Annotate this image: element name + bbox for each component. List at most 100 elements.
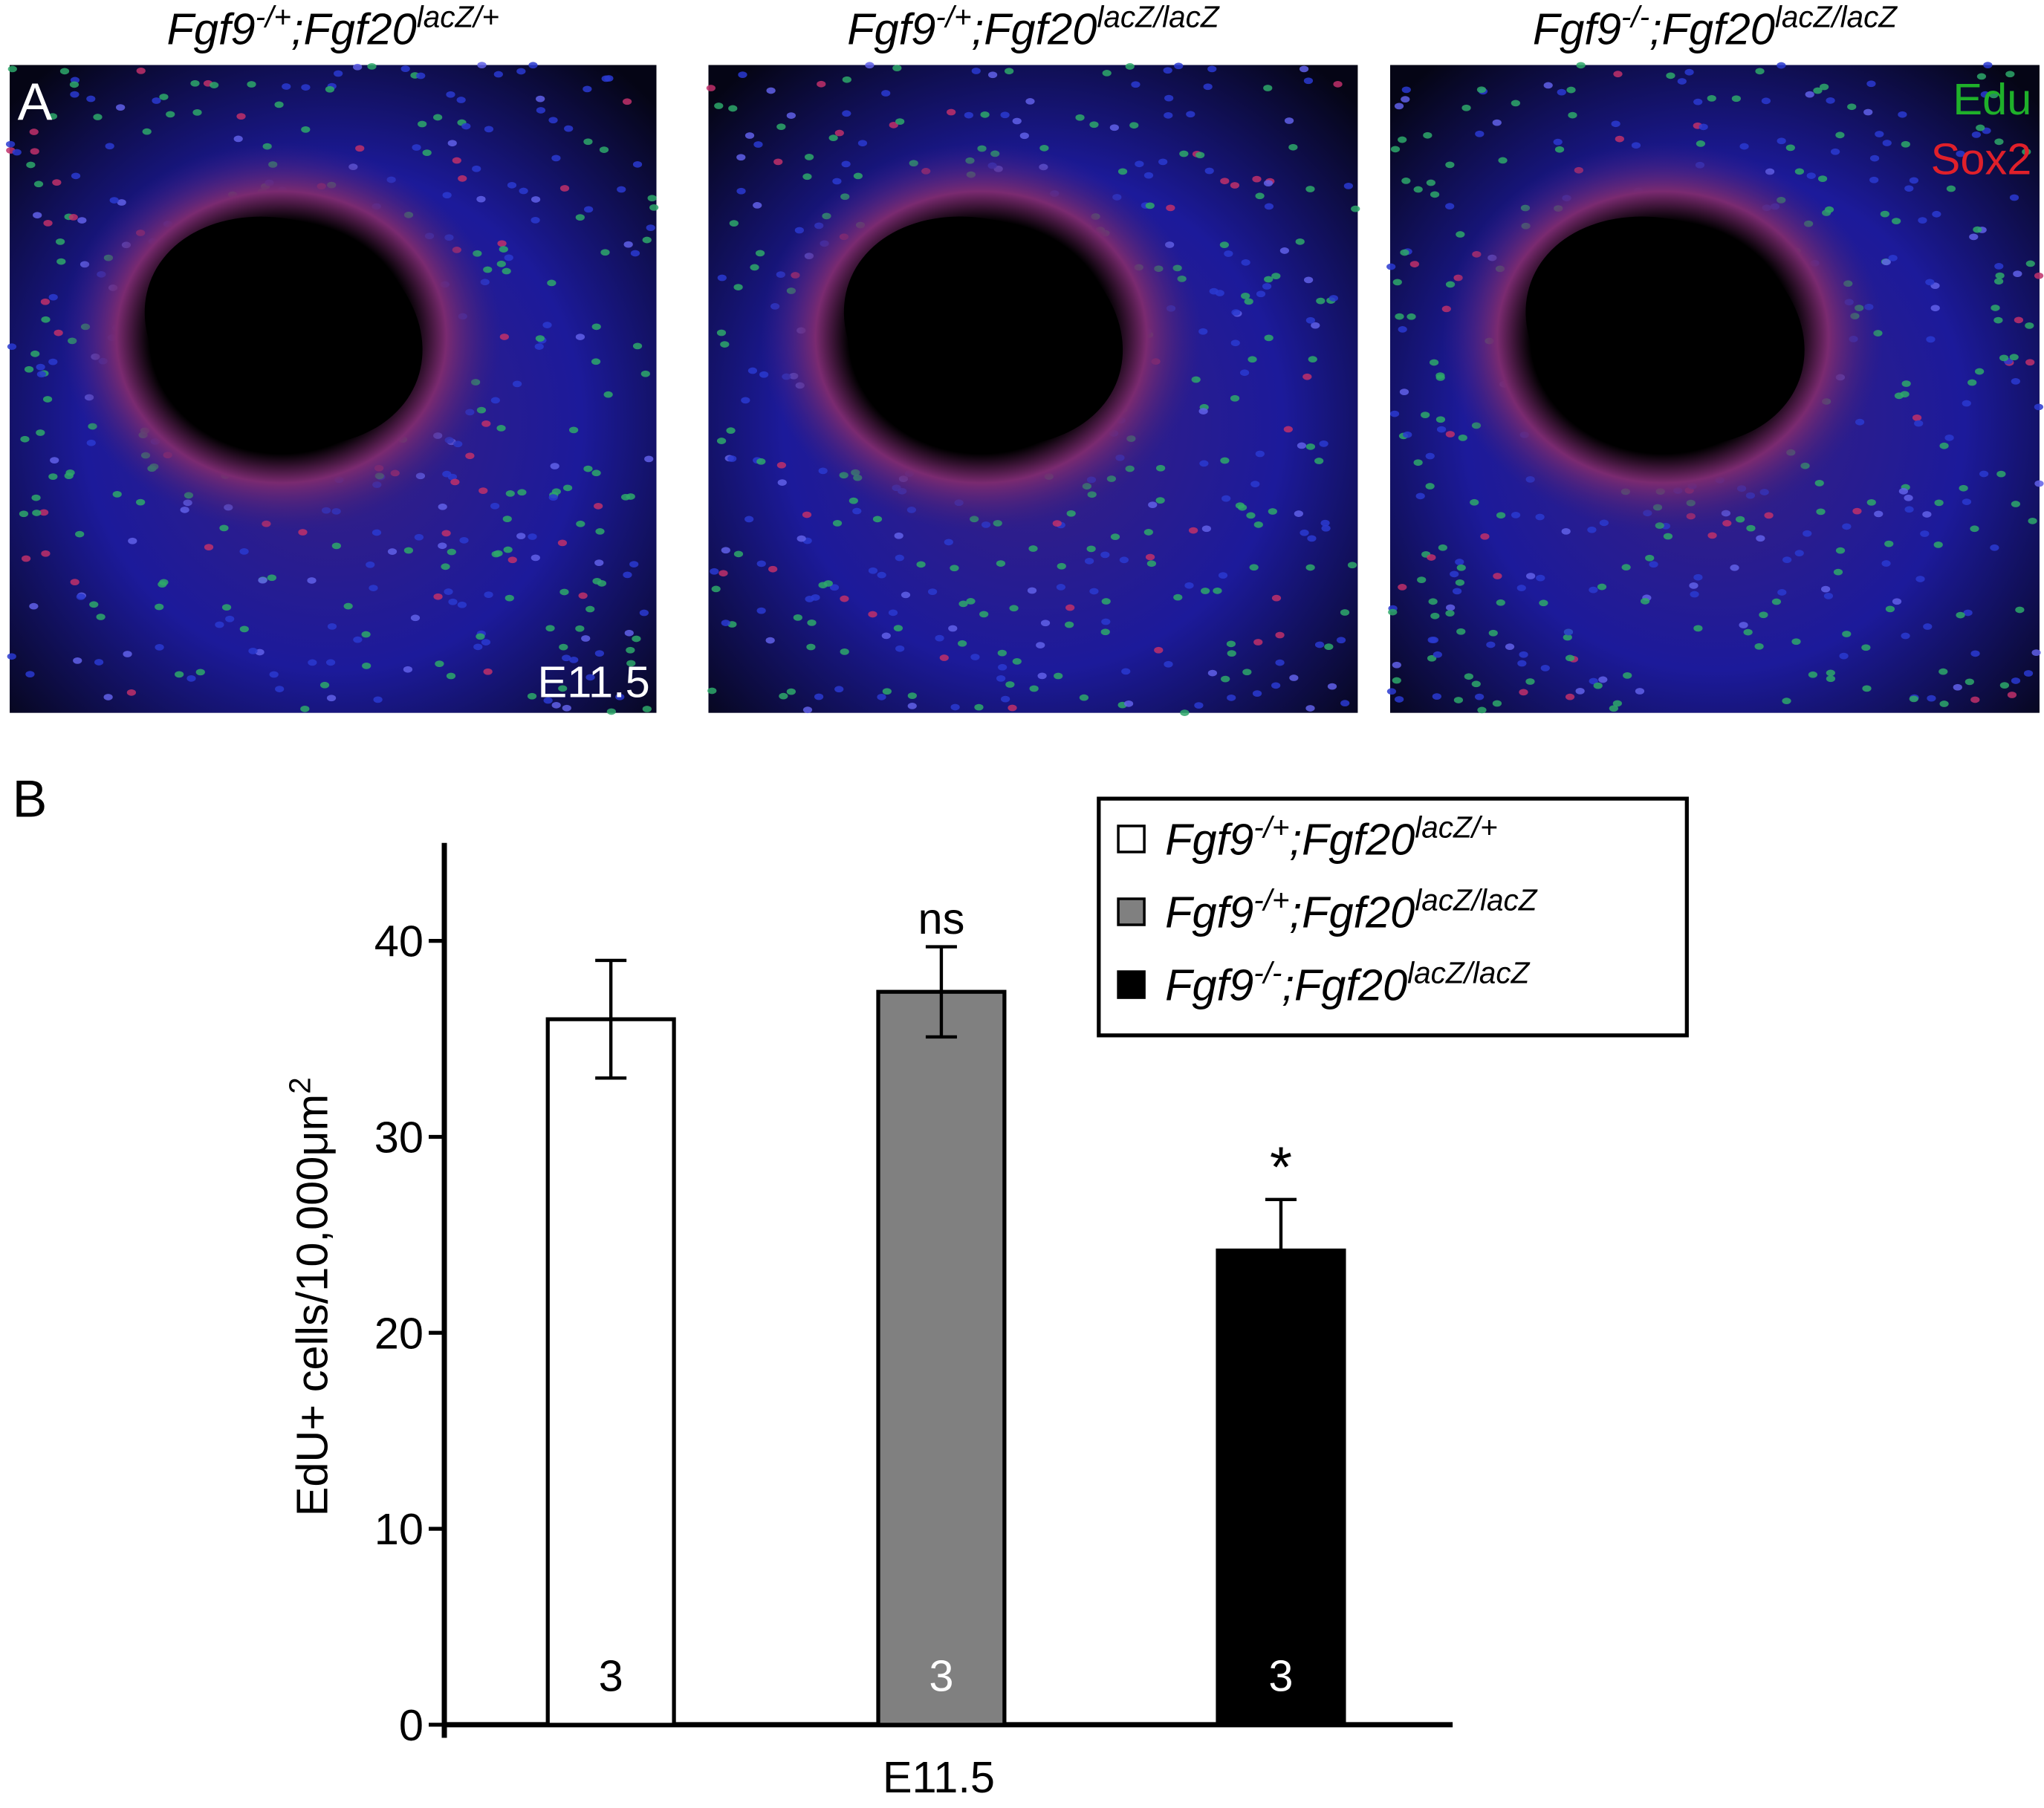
nucleus — [456, 97, 466, 103]
nucleus — [979, 611, 989, 618]
nucleus — [617, 186, 626, 193]
nucleus — [7, 65, 17, 73]
nucleus — [1926, 336, 1936, 343]
nucleus — [490, 502, 500, 510]
nucleus — [575, 334, 585, 340]
nucleus — [1761, 97, 1771, 105]
nucleus — [461, 123, 471, 130]
nucleus — [444, 588, 453, 595]
nucleus — [517, 489, 527, 496]
nucleus — [410, 614, 421, 622]
nucleus — [1268, 508, 1277, 515]
nucleus — [75, 530, 85, 538]
text-part: ;Fgf20 — [1649, 4, 1775, 54]
nucleus — [447, 548, 456, 556]
nucleus — [1143, 529, 1153, 536]
nucleus — [1425, 483, 1435, 490]
nucleus — [711, 585, 721, 593]
nucleus — [1388, 608, 1398, 616]
nucleus — [400, 65, 410, 72]
nucleus — [528, 62, 538, 69]
nucleus — [441, 530, 451, 537]
nucleus — [1305, 564, 1315, 571]
nucleus — [1458, 434, 1467, 441]
nucleus — [215, 621, 224, 628]
nucleus — [950, 703, 960, 711]
nucleus — [128, 537, 137, 544]
nucleus — [367, 63, 377, 70]
nucleus — [630, 250, 640, 257]
nucleus — [1347, 562, 1357, 569]
nucleus — [1327, 683, 1337, 690]
nucleus — [1820, 585, 1831, 593]
nucleus — [236, 113, 246, 120]
nucleus — [1279, 247, 1290, 254]
micrographs: Fgf9-/+;Fgf20lacZ/+ Fgf9-/+;Fgf20lacZ/lac… — [5, 0, 2044, 716]
nucleus — [753, 141, 763, 148]
nucleus — [519, 187, 528, 195]
nucleus — [457, 601, 467, 608]
nucleus — [472, 165, 481, 172]
nucleus — [1488, 629, 1498, 637]
nucleus — [1321, 524, 1331, 532]
nucleus — [1300, 529, 1309, 536]
legend-label: Fgf9-/+;Fgf20lacZ/+ — [1165, 810, 1498, 864]
nucleus — [1028, 545, 1038, 552]
nucleus — [1012, 117, 1022, 125]
nucleus — [832, 178, 842, 185]
nucleus — [536, 107, 546, 114]
nucleus — [834, 686, 844, 693]
nucleus — [1755, 68, 1765, 75]
nucleus — [478, 487, 488, 494]
nucleus — [1433, 651, 1442, 658]
nucleus — [814, 693, 824, 700]
text-part: ;Fgf20 — [1290, 888, 1415, 937]
significance-label: * — [1270, 1135, 1292, 1199]
nucleus — [548, 117, 558, 124]
nucleus — [1430, 612, 1440, 620]
nucleus — [1125, 63, 1135, 70]
nucleus — [1996, 470, 2006, 478]
legend-label: Fgf9-/+;Fgf20lacZ/lacZ — [1165, 883, 1538, 937]
nucleus — [726, 427, 736, 435]
nucleus — [1609, 705, 1618, 712]
nucleus — [1979, 470, 1989, 478]
nucleus — [159, 94, 169, 100]
nucleus — [1164, 111, 1173, 119]
nucleus — [258, 576, 267, 584]
nucleus — [1453, 697, 1464, 703]
nucleus — [1351, 205, 1360, 212]
nucleus — [86, 95, 96, 103]
nucleus — [744, 132, 755, 139]
nucleus — [1496, 512, 1506, 519]
nucleus — [1991, 305, 2000, 311]
nucleus — [1663, 533, 1673, 540]
nucleus — [877, 693, 886, 700]
micrograph — [1386, 62, 2044, 714]
nucleus — [947, 108, 956, 116]
nucleus — [1230, 339, 1240, 347]
nucleus — [1976, 124, 1985, 131]
nucleus — [768, 565, 778, 573]
nucleus — [502, 516, 512, 522]
nucleus — [1959, 484, 1968, 492]
nucleus — [1001, 695, 1010, 703]
nucleus — [1314, 458, 1324, 464]
nucleus — [1204, 167, 1214, 175]
nucleus — [126, 689, 137, 696]
nucleus — [1589, 677, 1598, 685]
nucleus — [1970, 696, 1980, 703]
nucleus — [1302, 373, 1312, 380]
nucleus — [1224, 250, 1233, 257]
n-label: 3 — [929, 1651, 953, 1700]
y-tick-label: 30 — [374, 1112, 424, 1162]
nucleus — [504, 594, 514, 602]
nucleus — [1693, 98, 1703, 105]
nucleus — [1275, 659, 1285, 666]
nucleus — [840, 648, 849, 655]
nucleus — [583, 85, 592, 93]
nucleus — [1390, 146, 1401, 153]
text-part: EdU+ cells/10,000μm — [287, 1094, 337, 1517]
nucleus — [1305, 316, 1316, 324]
